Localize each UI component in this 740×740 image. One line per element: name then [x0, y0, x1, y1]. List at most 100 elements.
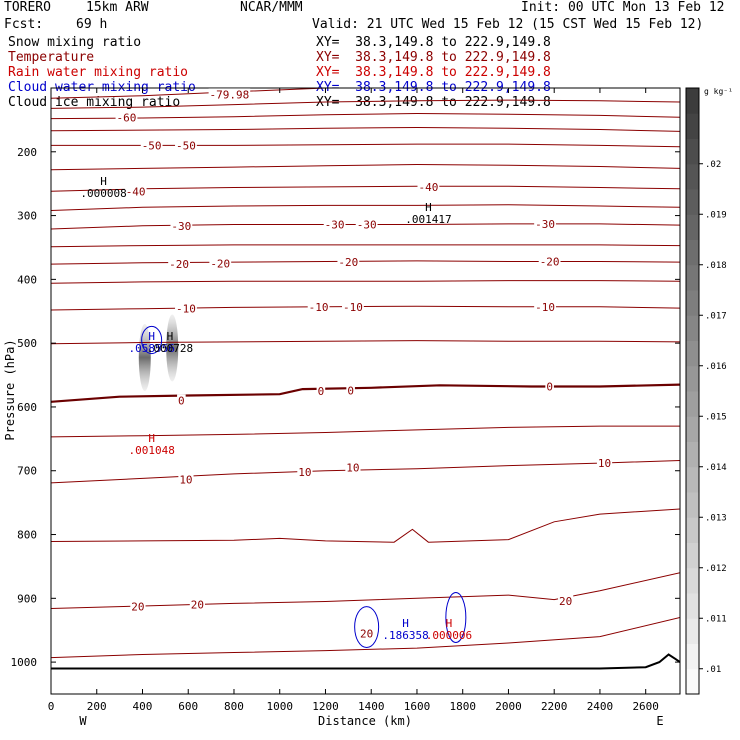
isotherm-m5	[51, 340, 680, 345]
colorbar-tick-label: .01	[705, 665, 721, 675]
max-marker: H	[446, 617, 453, 630]
colorbar-segment	[686, 340, 699, 367]
isotherm-label: 10	[179, 474, 192, 487]
isotherm-label-bg	[115, 111, 138, 124]
isotherm-10	[51, 460, 680, 484]
isotherm-label: -10	[535, 301, 555, 314]
cloud-water-contour-2	[445, 591, 467, 643]
isotherm-label: -20	[540, 256, 560, 269]
max-value: .058556	[128, 342, 174, 355]
isotherm-label-bg	[130, 600, 146, 613]
colorbar-tick-label: .012	[705, 564, 727, 574]
header-fcst-label: Fcst:	[4, 17, 44, 32]
x-tick-label: 2000	[495, 700, 522, 713]
y-tick-label: 200	[17, 146, 37, 159]
colorbar-segment	[686, 163, 699, 190]
colorbar-segment	[686, 214, 699, 240]
x-tick-label: 1600	[404, 700, 431, 713]
isotherm-5	[51, 425, 680, 438]
field-xy-snow: XY= 38.3,149.8 to 222.9,149.8	[316, 35, 551, 50]
max-value: .000008	[80, 187, 126, 200]
colorbar-segment	[686, 643, 699, 670]
isotherm-label-bg	[168, 258, 190, 271]
colorbar-tick-label: .02	[705, 160, 721, 170]
colorbar-tick-label: .011	[705, 614, 727, 624]
isotherm-0	[51, 383, 680, 403]
header-fcst-value: 69 h	[76, 17, 108, 32]
max-value: .000006	[426, 629, 472, 642]
max-marker: H	[100, 175, 107, 188]
isotherm-label: 0	[178, 395, 185, 408]
y-tick-label: 800	[17, 529, 37, 542]
max-marker: H	[425, 201, 432, 214]
field-xy-cloud-ice: XY= 38.3,149.8 to 222.9,149.8	[316, 95, 551, 110]
isotherm-label: 20	[131, 601, 144, 614]
ice-shading-1	[166, 314, 179, 382]
colorbar-segment	[686, 138, 699, 165]
isotherm-m20	[51, 260, 680, 265]
colorbar-segment	[686, 668, 699, 695]
isotherm-label-bg	[558, 594, 574, 607]
isotherm-label-bg	[175, 139, 197, 152]
isotherm-label: -30	[357, 219, 377, 232]
field-name-cloud-ice: Cloud ice mixing ratio	[8, 95, 181, 110]
colorbar-tick-label: .013	[705, 513, 727, 523]
isotherm-label-bg	[359, 627, 375, 640]
x-tick-label: 2200	[541, 700, 568, 713]
max-marker: H	[402, 617, 409, 630]
colorbar-segment	[686, 315, 699, 341]
isotherm-m60	[51, 112, 680, 120]
isotherm-label: -10	[176, 303, 196, 316]
isotherm-label-bg	[175, 302, 197, 315]
x-tick-label: 200	[87, 700, 107, 713]
y-axis-label: Pressure (hPa)	[3, 339, 17, 440]
colorbar-tick-label: .018	[705, 261, 727, 271]
isotherm-m40	[51, 185, 680, 192]
isotherm-label-bg	[208, 88, 251, 101]
field-xy-temperature: XY= 38.3,149.8 to 222.9,149.8	[316, 50, 551, 65]
colorbar-segment	[686, 492, 699, 518]
x-tick-label: 800	[224, 700, 244, 713]
isotherm-m15	[51, 280, 680, 284]
colorbar-tick-label: .014	[705, 463, 727, 473]
isotherm-label: -20	[338, 256, 358, 269]
max-value: .186358	[382, 629, 428, 642]
colorbar-unit: g kg⁻¹	[704, 87, 733, 96]
isotherm-label-bg	[345, 461, 361, 474]
field-name-cloud-water: Cloud water mixing ratio	[8, 80, 196, 95]
isotherm-label: -30	[535, 218, 555, 231]
colorbar-tick-label: .019	[705, 210, 727, 220]
colorbar-segment	[686, 416, 699, 442]
field-name-temperature: Temperature	[8, 50, 95, 65]
isotherm-label-bg	[417, 180, 440, 193]
isotherm-label-bg	[297, 466, 313, 479]
x-tick-label: 1000	[266, 700, 293, 713]
isotherm-label-bg	[323, 218, 346, 231]
colorbar-segment	[686, 189, 699, 215]
colorbar-segment	[686, 517, 699, 543]
isotherm-m45	[51, 163, 680, 171]
isotherm-label: -20	[210, 257, 230, 270]
max-marker: H	[148, 432, 155, 445]
header-valid: Valid: 21 UTC Wed 15 Feb 12 (15 CST Wed …	[312, 17, 704, 32]
y-tick-label: 600	[17, 401, 37, 414]
isotherm-label-bg	[124, 185, 147, 198]
colorbar: .01 .011 .012 .013 .014 .015 .016 .017 .018 .019.…	[685, 87, 727, 695]
isotherm-label-bg	[534, 300, 556, 313]
isotherm-label: 10	[598, 457, 611, 470]
isotherm-label: 20	[191, 599, 204, 612]
contour-labels: -79.98 -60 -50 -50 -40 -40 -30 -30 -30 -30 -20 -20 -…	[80, 88, 613, 642]
x-tick-label: 1400	[358, 700, 385, 713]
isotherm-label: -30	[325, 219, 345, 232]
isotherm-25	[51, 617, 680, 659]
plot-frame	[50, 87, 681, 695]
isotherm-label: 10	[298, 466, 311, 479]
x-tick-label: 400	[133, 700, 153, 713]
isotherm-label: -10	[343, 301, 363, 314]
x-tick-label: 2400	[587, 700, 614, 713]
max-marker: H	[148, 330, 155, 343]
x-tick-label: 1800	[449, 700, 476, 713]
isotherm-label: -40	[126, 185, 146, 198]
isotherm-label-bg	[355, 218, 378, 231]
colorbar-segment	[686, 365, 699, 392]
